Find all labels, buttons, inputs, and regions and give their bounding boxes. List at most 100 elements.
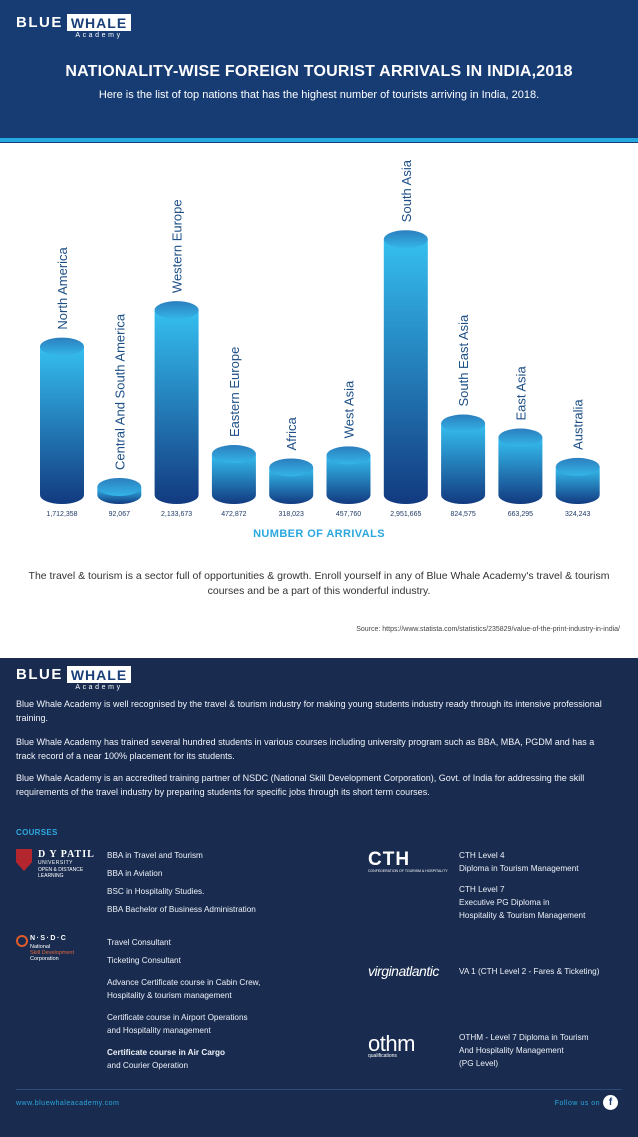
- value-label: 324,243: [565, 511, 590, 518]
- othm-logo-name: othm: [368, 1031, 415, 1056]
- bar: [441, 414, 486, 504]
- dypatil-logo-name: D Y PATIL: [38, 849, 95, 860]
- bar-cap: [555, 457, 600, 476]
- course-item: CTH Level 7: [459, 885, 505, 894]
- bar: [326, 446, 371, 504]
- value-label: 92,067: [109, 511, 131, 518]
- bar: [40, 337, 84, 504]
- bar: [555, 457, 600, 504]
- follow-label: Follow us on: [554, 1100, 600, 1107]
- course-item: and Courier Operation: [107, 1061, 189, 1070]
- nsdc-logo-lines: National Skill Development Corporation: [30, 944, 74, 962]
- nsdc-logo: N·S·D·C National Skill Development Corpo…: [16, 935, 96, 965]
- course-item: Hospitality & Tourism Management: [459, 911, 586, 920]
- value-label: 824,575: [450, 511, 475, 518]
- brand-sub: Academy: [75, 32, 123, 39]
- othm-logo-sub: qualifications: [368, 1053, 397, 1059]
- course-item: Certificate course in Air Cargo: [107, 1048, 225, 1057]
- page-title: NATIONALITY-WISE FOREIGN TOURIST ARRIVAL…: [65, 63, 573, 80]
- x-axis-title: NUMBER OF ARRIVALS: [253, 528, 385, 540]
- course-item: BSC in Hospitality Studies.: [107, 887, 205, 896]
- course-item: and Hospitality management: [107, 1026, 211, 1035]
- value-label: 663,295: [508, 511, 533, 518]
- bar-cap: [40, 337, 84, 356]
- facebook-icon[interactable]: f: [603, 1095, 618, 1110]
- bar-cap: [441, 414, 486, 433]
- nsdc-logo-line: National: [30, 944, 51, 950]
- nsdc-logo-line: Corporation: [30, 956, 59, 962]
- bar-cap: [326, 446, 371, 465]
- bar: [97, 478, 142, 504]
- course-item: OTHM - Level 7 Diploma in Tourism: [459, 1033, 589, 1042]
- course-item: BBA Bachelor of Business Administration: [107, 905, 256, 914]
- bar-body: [383, 239, 428, 504]
- cth-logo-name: CTH: [368, 849, 411, 870]
- nsdc-mark-icon: [16, 935, 28, 947]
- brand-sub: Academy: [75, 684, 123, 691]
- bar-cap: [498, 428, 543, 447]
- brand-logo-footer[interactable]: BLUE WHALE Academy: [16, 666, 132, 691]
- bar-cap: [154, 301, 199, 320]
- brand-logo[interactable]: BLUE WHALE Academy: [16, 14, 132, 39]
- category-label: Central And South America: [112, 313, 127, 470]
- course-item: Hospitality & tourism management: [107, 991, 232, 1000]
- value-label: 1,712,358: [46, 511, 77, 518]
- about-paragraph-1: Blue Whale Academy is well recognised by…: [16, 699, 602, 723]
- bar-body: [326, 455, 371, 504]
- bar-cap: [97, 478, 142, 496]
- bar: [383, 230, 428, 504]
- about-paragraph-2: Blue Whale Academy has trained several h…: [16, 737, 595, 761]
- course-item: Diploma in Tourism Management: [459, 864, 579, 873]
- category-label: Africa: [284, 416, 299, 450]
- courses-heading: COURSES: [16, 828, 58, 837]
- category-label: East Asia: [513, 366, 528, 421]
- course-item: Certificate course in Airport Operations: [107, 1013, 248, 1022]
- virgin-atlantic-logo: virginatlantic: [368, 963, 450, 983]
- bar-body: [40, 346, 84, 504]
- virgin-logo-text: virginatlantic: [368, 963, 439, 979]
- bar: [154, 301, 199, 504]
- course-item: Travel Consultant: [107, 938, 171, 947]
- value-label: 457,760: [336, 511, 361, 518]
- bar-body: [498, 437, 543, 504]
- brand-word-whale: WHALE: [66, 666, 132, 683]
- category-label: West Asia: [342, 380, 357, 438]
- course-item: VA 1 (CTH Level 2 - Fares & Ticketing): [459, 967, 600, 976]
- cth-logo-sub: CONFEDERATION OF TOURISM & HOSPITALITY: [368, 869, 448, 873]
- promo-text: The travel & tourism is a sector full of…: [28, 570, 610, 597]
- dypatil-logo-line: LEARNING: [38, 873, 64, 879]
- website-link[interactable]: www.bluewhaleacademy.com: [16, 1100, 120, 1107]
- nsdc-logo-line: Skill Development: [30, 950, 75, 956]
- source-citation[interactable]: Source: https://www.statista.com/statist…: [356, 626, 620, 633]
- dypatil-logo-line: OPEN & DISTANCE: [38, 867, 84, 873]
- course-item: BBA in Aviation: [107, 869, 163, 878]
- arrivals-bar-chart: North America 1,712,358 Central And South …: [40, 159, 600, 518]
- course-item: Ticketing Consultant: [107, 956, 181, 965]
- course-item: Advance Certificate course in Cabin Crew…: [107, 978, 261, 987]
- course-item: CTH Level 4: [459, 851, 505, 860]
- footer-divider: [16, 1089, 622, 1090]
- category-label: Western Europe: [170, 199, 185, 293]
- page-subtitle: Here is the list of top nations that has…: [98, 89, 540, 101]
- bar: [211, 445, 256, 504]
- dypatil-logo: D Y PATIL UNIVERSITY OPEN & DISTANCE LEA…: [16, 849, 96, 881]
- bar: [269, 458, 314, 504]
- bar-body: [211, 454, 256, 504]
- about-paragraph-3: Blue Whale Academy is an accredited trai…: [16, 773, 585, 797]
- brand-word-blue: BLUE: [16, 14, 63, 31]
- brand-word-whale: WHALE: [66, 14, 132, 31]
- bar-cap: [211, 445, 256, 464]
- dypatil-shield-icon: [16, 849, 32, 871]
- category-label: Australia: [571, 399, 586, 450]
- course-item: Executive PG Diploma in: [459, 898, 550, 907]
- category-label: Eastern Europe: [227, 347, 242, 437]
- bar-body: [154, 310, 199, 504]
- category-label: South Asia: [399, 159, 414, 222]
- bar-cap: [269, 458, 314, 477]
- header-banner: BLUE WHALE Academy NATIONALITY-WISE FORE…: [0, 0, 638, 143]
- bar-body: [555, 466, 600, 504]
- course-item: BBA in Travel and Tourism: [107, 851, 203, 860]
- category-label: North America: [55, 246, 70, 329]
- value-label: 318,023: [279, 511, 304, 518]
- nsdc-logo-name: N·S·D·C: [30, 935, 68, 942]
